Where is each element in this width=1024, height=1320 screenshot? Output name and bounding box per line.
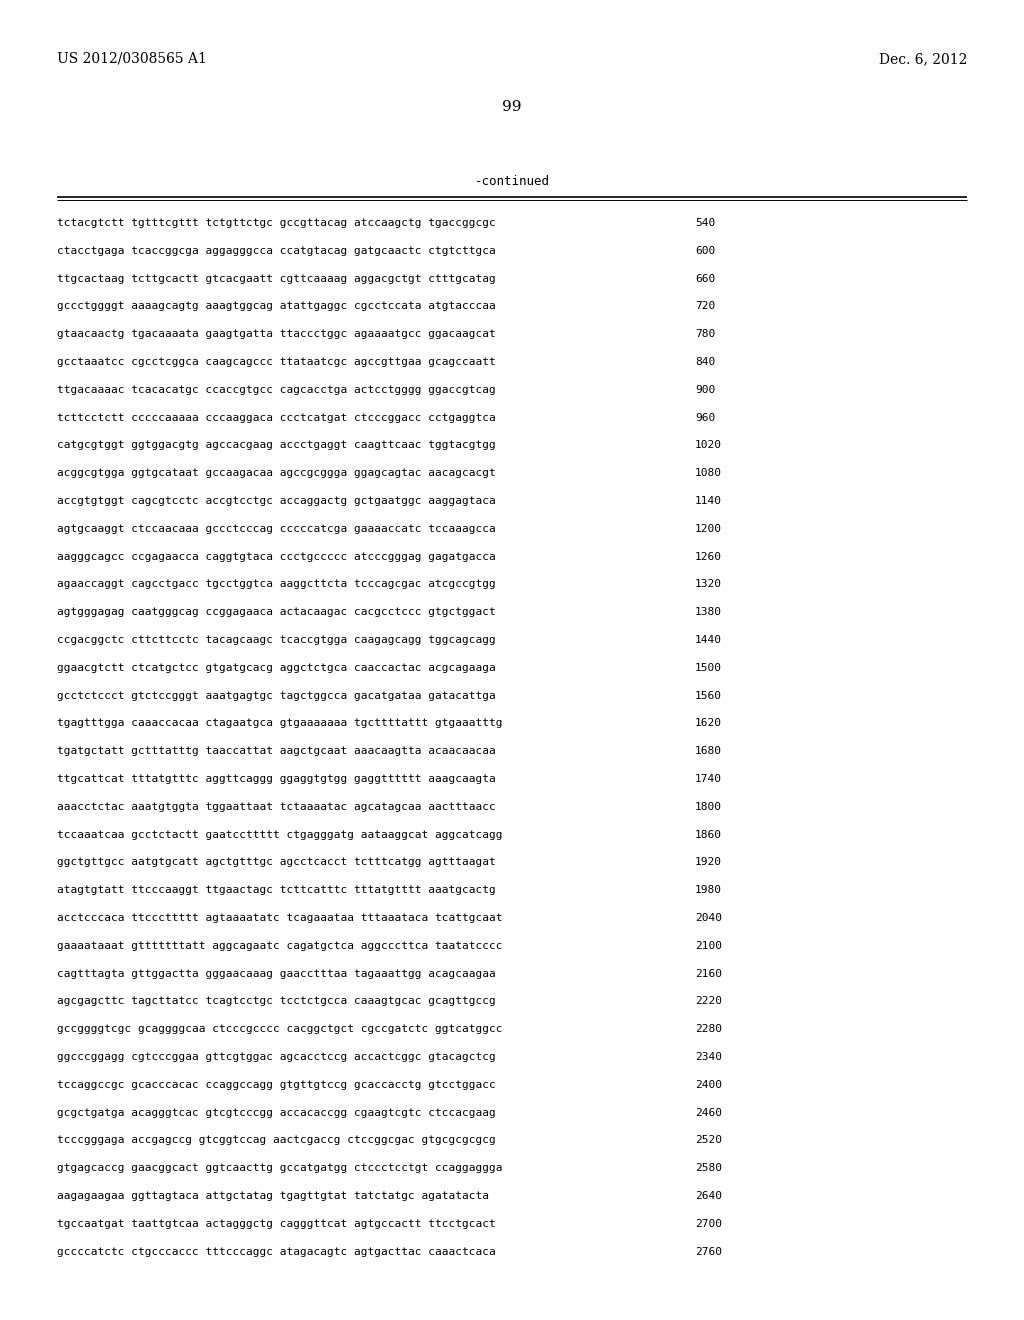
Text: aagggcagcc ccgagaacca caggtgtaca ccctgccccc atcccgggag gagatgacca: aagggcagcc ccgagaacca caggtgtaca ccctgcc…	[57, 552, 496, 561]
Text: 1920: 1920	[695, 858, 722, 867]
Text: 1560: 1560	[695, 690, 722, 701]
Text: 1800: 1800	[695, 801, 722, 812]
Text: 2760: 2760	[695, 1246, 722, 1257]
Text: agaaccaggt cagcctgacc tgcctggtca aaggcttcta tcccagcgac atcgccgtgg: agaaccaggt cagcctgacc tgcctggtca aaggctt…	[57, 579, 496, 590]
Text: 1680: 1680	[695, 746, 722, 756]
Text: gcctctccct gtctccgggt aaatgagtgc tagctggcca gacatgataa gatacattga: gcctctccct gtctccgggt aaatgagtgc tagctgg…	[57, 690, 496, 701]
Text: ttgacaaaac tcacacatgc ccaccgtgcc cagcacctga actcctgggg ggaccgtcag: ttgacaaaac tcacacatgc ccaccgtgcc cagcacc…	[57, 385, 496, 395]
Text: 1980: 1980	[695, 886, 722, 895]
Text: 2400: 2400	[695, 1080, 722, 1090]
Text: 1440: 1440	[695, 635, 722, 645]
Text: ccgacggctc cttcttcctc tacagcaagc tcaccgtgga caagagcagg tggcagcagg: ccgacggctc cttcttcctc tacagcaagc tcaccgt…	[57, 635, 496, 645]
Text: ttgcactaag tcttgcactt gtcacgaatt cgttcaaaag aggacgctgt ctttgcatag: ttgcactaag tcttgcactt gtcacgaatt cgttcaa…	[57, 273, 496, 284]
Text: agtgcaaggt ctccaacaaa gccctcccag cccccatcga gaaaaccatc tccaaagcca: agtgcaaggt ctccaacaaa gccctcccag cccccat…	[57, 524, 496, 533]
Text: 720: 720	[695, 301, 715, 312]
Text: 1860: 1860	[695, 829, 722, 840]
Text: 2520: 2520	[695, 1135, 722, 1146]
Text: gtaacaactg tgacaaaata gaagtgatta ttaccctggc agaaaatgcc ggacaagcat: gtaacaactg tgacaaaata gaagtgatta ttaccct…	[57, 329, 496, 339]
Text: ggctgttgcc aatgtgcatt agctgtttgc agcctcacct tctttcatgg agtttaagat: ggctgttgcc aatgtgcatt agctgtttgc agcctca…	[57, 858, 496, 867]
Text: tgatgctatt gctttatttg taaccattat aagctgcaat aaacaagtta acaacaacaa: tgatgctatt gctttatttg taaccattat aagctgc…	[57, 746, 496, 756]
Text: tccaggccgc gcacccacac ccaggccagg gtgttgtccg gcaccacctg gtcctggacc: tccaggccgc gcacccacac ccaggccagg gtgttgt…	[57, 1080, 496, 1090]
Text: ttgcattcat tttatgtttc aggttcaggg ggaggtgtgg gaggtttttt aaagcaagta: ttgcattcat tttatgtttc aggttcaggg ggaggtg…	[57, 774, 496, 784]
Text: 600: 600	[695, 246, 715, 256]
Text: 1320: 1320	[695, 579, 722, 590]
Text: acctcccaca ttcccttttt agtaaaatatc tcagaaataa tttaaataca tcattgcaat: acctcccaca ttcccttttt agtaaaatatc tcagaa…	[57, 913, 503, 923]
Text: Dec. 6, 2012: Dec. 6, 2012	[879, 51, 967, 66]
Text: gccctggggt aaaagcagtg aaagtggcag atattgaggc cgcctccata atgtacccaa: gccctggggt aaaagcagtg aaagtggcag atattga…	[57, 301, 496, 312]
Text: tctacgtctt tgtttcgttt tctgttctgc gccgttacag atccaagctg tgaccggcgc: tctacgtctt tgtttcgttt tctgttctgc gccgtta…	[57, 218, 496, 228]
Text: US 2012/0308565 A1: US 2012/0308565 A1	[57, 51, 207, 66]
Text: 2160: 2160	[695, 969, 722, 978]
Text: agcgagcttc tagcttatcc tcagtcctgc tcctctgcca caaagtgcac gcagttgccg: agcgagcttc tagcttatcc tcagtcctgc tcctctg…	[57, 997, 496, 1006]
Text: 2460: 2460	[695, 1107, 722, 1118]
Text: tgccaatgat taattgtcaa actagggctg cagggttcat agtgccactt ttcctgcact: tgccaatgat taattgtcaa actagggctg cagggtt…	[57, 1218, 496, 1229]
Text: 2220: 2220	[695, 997, 722, 1006]
Text: gtgagcaccg gaacggcact ggtcaacttg gccatgatgg ctccctcctgt ccaggaggga: gtgagcaccg gaacggcact ggtcaacttg gccatga…	[57, 1163, 503, 1173]
Text: 2640: 2640	[695, 1191, 722, 1201]
Text: ctacctgaga tcaccggcga aggagggcca ccatgtacag gatgcaactc ctgtcttgca: ctacctgaga tcaccggcga aggagggcca ccatgta…	[57, 246, 496, 256]
Text: 99: 99	[502, 100, 522, 114]
Text: 840: 840	[695, 356, 715, 367]
Text: 1620: 1620	[695, 718, 722, 729]
Text: gccggggtcgc gcaggggcaa ctcccgcccc cacggctgct cgccgatctc ggtcatggcc: gccggggtcgc gcaggggcaa ctcccgcccc cacggc…	[57, 1024, 503, 1034]
Text: gaaaataaat gtttttttatt aggcagaatc cagatgctca aggcccttca taatatcccc: gaaaataaat gtttttttatt aggcagaatc cagatg…	[57, 941, 503, 950]
Text: 900: 900	[695, 385, 715, 395]
Text: 1380: 1380	[695, 607, 722, 618]
Text: atagtgtatt ttcccaaggt ttgaactagc tcttcatttc tttatgtttt aaatgcactg: atagtgtatt ttcccaaggt ttgaactagc tcttcat…	[57, 886, 496, 895]
Text: 1260: 1260	[695, 552, 722, 561]
Text: 2580: 2580	[695, 1163, 722, 1173]
Text: 2040: 2040	[695, 913, 722, 923]
Text: tcttcctctt cccccaaaaa cccaaggaca ccctcatgat ctcccggacc cctgaggtca: tcttcctctt cccccaaaaa cccaaggaca ccctcat…	[57, 413, 496, 422]
Text: 1500: 1500	[695, 663, 722, 673]
Text: 1200: 1200	[695, 524, 722, 533]
Text: 780: 780	[695, 329, 715, 339]
Text: agtgggagag caatgggcag ccggagaaca actacaagac cacgcctccc gtgctggact: agtgggagag caatgggcag ccggagaaca actacaa…	[57, 607, 496, 618]
Text: tgagtttgga caaaccacaa ctagaatgca gtgaaaaaaa tgcttttattt gtgaaatttg: tgagtttgga caaaccacaa ctagaatgca gtgaaaa…	[57, 718, 503, 729]
Text: 2100: 2100	[695, 941, 722, 950]
Text: tcccgggaga accgagccg gtcggtccag aactcgaccg ctccggcgac gtgcgcgcgcg: tcccgggaga accgagccg gtcggtccag aactcgac…	[57, 1135, 496, 1146]
Text: 1080: 1080	[695, 469, 722, 478]
Text: gcgctgatga acagggtcac gtcgtcccgg accacaccgg cgaagtcgtc ctccacgaag: gcgctgatga acagggtcac gtcgtcccgg accacac…	[57, 1107, 496, 1118]
Text: -continued: -continued	[474, 176, 550, 187]
Text: ggcccggagg cgtcccggaa gttcgtggac agcacctccg accactcggc gtacagctcg: ggcccggagg cgtcccggaa gttcgtggac agcacct…	[57, 1052, 496, 1063]
Text: 960: 960	[695, 413, 715, 422]
Text: aagagaagaa ggttagtaca attgctatag tgagttgtat tatctatgc agatatacta: aagagaagaa ggttagtaca attgctatag tgagttg…	[57, 1191, 489, 1201]
Text: accgtgtggt cagcgtcctc accgtcctgc accaggactg gctgaatggc aaggagtaca: accgtgtggt cagcgtcctc accgtcctgc accagga…	[57, 496, 496, 506]
Text: 660: 660	[695, 273, 715, 284]
Text: gccccatctc ctgcccaccc tttcccaggc atagacagtc agtgacttac caaactcaca: gccccatctc ctgcccaccc tttcccaggc atagaca…	[57, 1246, 496, 1257]
Text: ggaacgtctt ctcatgctcc gtgatgcacg aggctctgca caaccactac acgcagaaga: ggaacgtctt ctcatgctcc gtgatgcacg aggctct…	[57, 663, 496, 673]
Text: catgcgtggt ggtggacgtg agccacgaag accctgaggt caagttcaac tggtacgtgg: catgcgtggt ggtggacgtg agccacgaag accctga…	[57, 441, 496, 450]
Text: 1020: 1020	[695, 441, 722, 450]
Text: 2280: 2280	[695, 1024, 722, 1034]
Text: tccaaatcaa gcctctactt gaatccttttt ctgagggatg aataaggcat aggcatcagg: tccaaatcaa gcctctactt gaatccttttt ctgagg…	[57, 829, 503, 840]
Text: gcctaaatcc cgcctcggca caagcagccc ttataatcgc agccgttgaa gcagccaatt: gcctaaatcc cgcctcggca caagcagccc ttataat…	[57, 356, 496, 367]
Text: 1740: 1740	[695, 774, 722, 784]
Text: 2340: 2340	[695, 1052, 722, 1063]
Text: aaacctctac aaatgtggta tggaattaat tctaaaatac agcatagcaa aactttaacc: aaacctctac aaatgtggta tggaattaat tctaaaa…	[57, 801, 496, 812]
Text: acggcgtgga ggtgcataat gccaagacaa agccgcggga ggagcagtac aacagcacgt: acggcgtgga ggtgcataat gccaagacaa agccgcg…	[57, 469, 496, 478]
Text: cagtttagta gttggactta gggaacaaag gaacctttaa tagaaattgg acagcaagaa: cagtttagta gttggactta gggaacaaag gaacctt…	[57, 969, 496, 978]
Text: 2700: 2700	[695, 1218, 722, 1229]
Text: 540: 540	[695, 218, 715, 228]
Text: 1140: 1140	[695, 496, 722, 506]
